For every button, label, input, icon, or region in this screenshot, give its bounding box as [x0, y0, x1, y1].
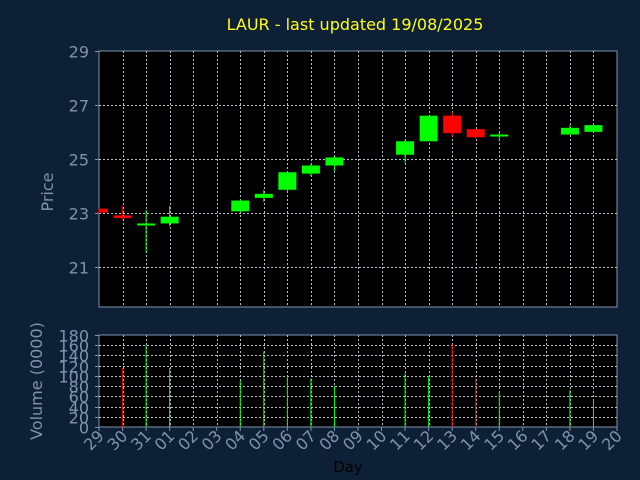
- candle-body: [160, 216, 179, 224]
- volume-axis-label: Volume (0000): [27, 322, 46, 440]
- candle-body: [99, 208, 108, 213]
- candle-body: [490, 134, 509, 137]
- candle-body: [325, 157, 344, 166]
- volume-series: [122, 344, 594, 427]
- volume-y-tick-label: 80: [69, 378, 89, 397]
- x-axis-label: Day: [333, 458, 363, 476]
- candle-body: [137, 223, 156, 226]
- x-tick-labels: 2930310102030405060708091011121314151617…: [80, 426, 626, 454]
- candle-body: [301, 165, 320, 174]
- candle-body: [466, 129, 485, 138]
- candle-body: [113, 215, 132, 219]
- price-axis-label: Price: [38, 172, 57, 211]
- price-y-tick-label: 23: [69, 205, 89, 224]
- price-y-tick-label: 27: [69, 97, 89, 116]
- volume-y-tick-label: 180: [58, 327, 89, 346]
- candle-body: [443, 115, 462, 134]
- volume-y-tick-label: 100: [58, 368, 89, 387]
- candle-body: [560, 127, 579, 135]
- candlestick-series: [98, 111, 603, 254]
- price-y-tick-label: 29: [69, 43, 89, 62]
- candle-body: [254, 193, 273, 198]
- price-y-tick-label: 25: [69, 151, 89, 170]
- volume-y-tick-label: 160: [58, 337, 89, 356]
- price-y-ticks: 21 23 25 27 29: [69, 43, 99, 278]
- volume-y-tick-label: 40: [69, 399, 89, 418]
- price-y-tick-label: 21: [69, 259, 89, 278]
- volume-y-tick-label: 0: [79, 419, 89, 438]
- candle-body: [419, 115, 438, 142]
- candle-body: [396, 141, 415, 155]
- volume-y-tick-label: 120: [58, 358, 89, 377]
- candle-body: [278, 172, 297, 190]
- volume-y-tick-label: 140: [58, 347, 89, 366]
- volume-y-tick-label: 60: [69, 388, 89, 407]
- candle-body: [584, 125, 603, 132]
- chart-title: LAUR - last updated 19/08/2025: [227, 15, 484, 34]
- candle-body: [231, 200, 250, 212]
- volume-y-tick-label: 20: [69, 409, 89, 428]
